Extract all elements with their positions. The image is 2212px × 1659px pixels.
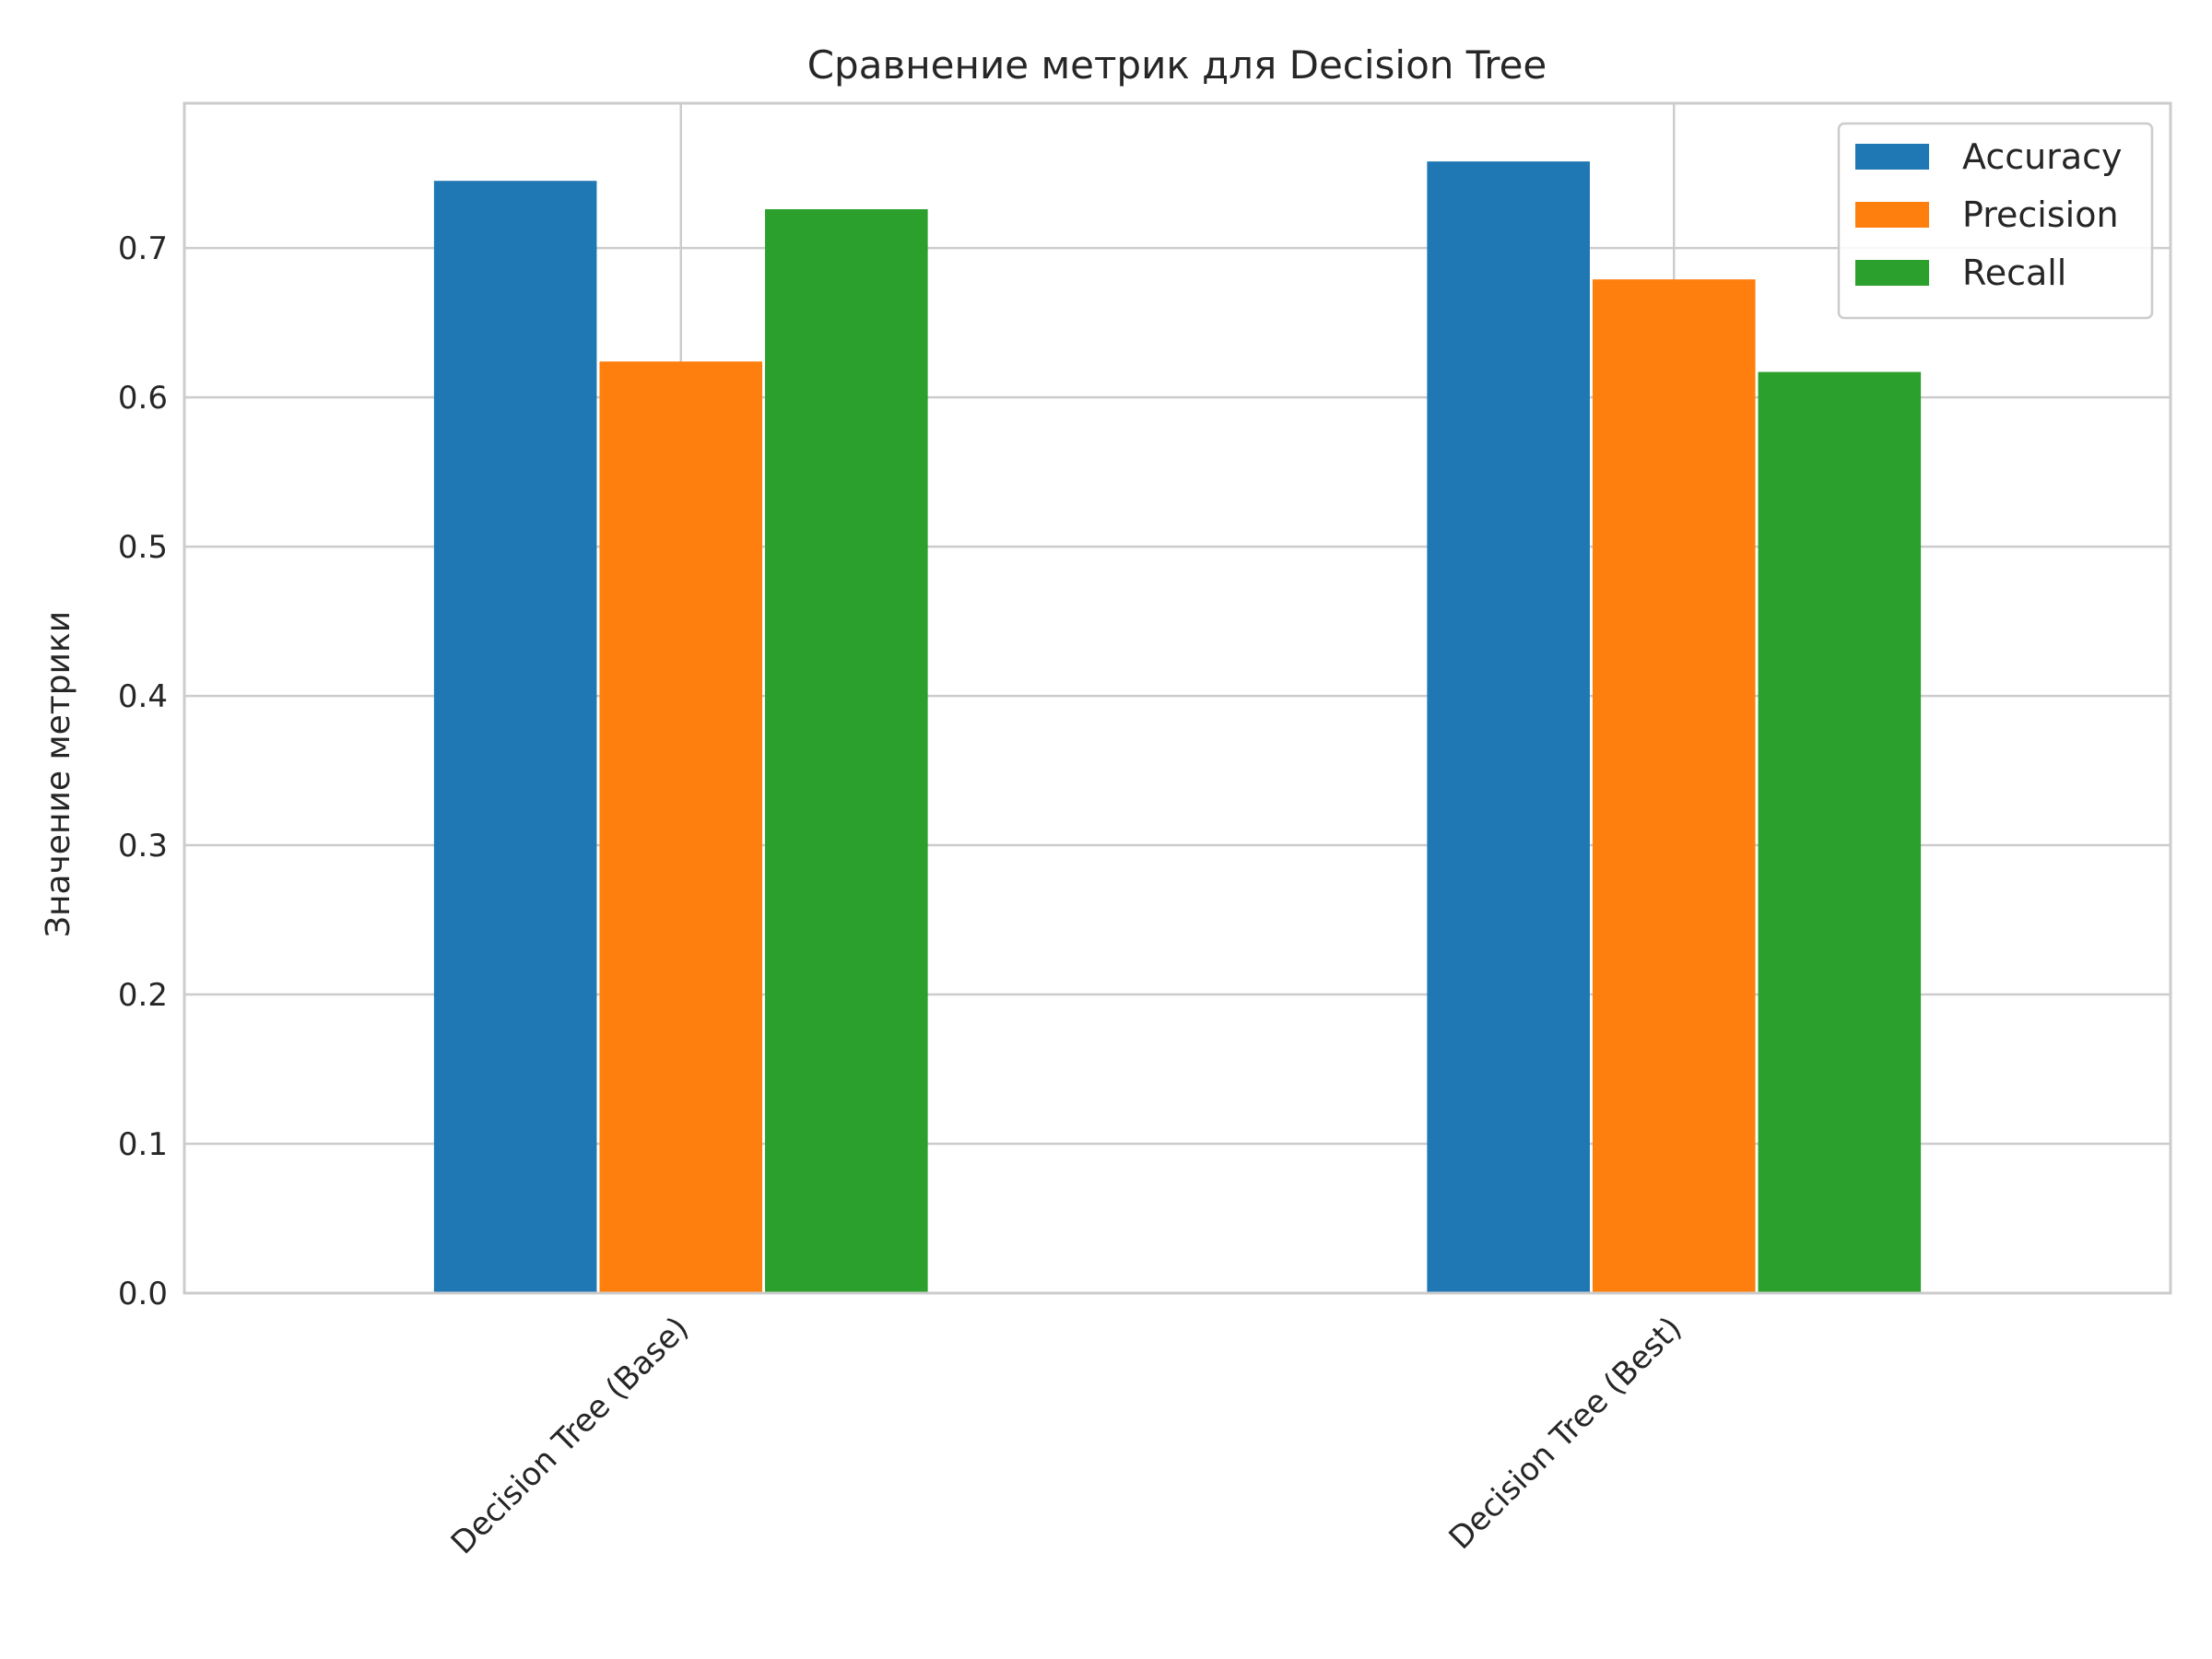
x-tick-label: Decision Tree (Base) bbox=[444, 1310, 696, 1561]
legend-swatch-recall bbox=[1855, 260, 1929, 286]
bar-recall-1 bbox=[1758, 371, 1922, 1294]
bar-accuracy-0 bbox=[433, 181, 597, 1294]
plot-frame bbox=[182, 101, 2172, 1295]
y-tick-label: 0.4 bbox=[118, 678, 168, 715]
y-tick-label: 0.5 bbox=[118, 529, 168, 566]
y-tick-label: 0.1 bbox=[118, 1126, 168, 1163]
y-tick-label: 0.2 bbox=[118, 977, 168, 1014]
legend-label-precision: Precision bbox=[1962, 194, 2119, 235]
legend-label-accuracy: Accuracy bbox=[1962, 136, 2123, 177]
y-tick-label: 0.3 bbox=[118, 828, 168, 865]
y-tick-label: 0.7 bbox=[118, 230, 168, 267]
y-tick-label: 0.6 bbox=[118, 380, 168, 417]
y-tick-labels: 0.0 0.1 0.2 0.3 0.4 0.5 0.6 0.7 bbox=[118, 230, 168, 1312]
bar-accuracy-1 bbox=[1427, 161, 1590, 1294]
legend: Accuracy Precision Recall bbox=[1837, 122, 2154, 320]
y-axis-label: Значение метрики bbox=[40, 611, 77, 937]
bar-recall-0 bbox=[765, 209, 928, 1293]
legend-swatch-precision bbox=[1855, 202, 1929, 228]
bar-precision-0 bbox=[599, 361, 763, 1293]
bars bbox=[433, 161, 1922, 1294]
legend-label-recall: Recall bbox=[1962, 253, 2066, 293]
x-tick-labels: Decision Tree (Base) Decision Tree (Best) bbox=[444, 1310, 1689, 1561]
y-tick-label: 0.0 bbox=[118, 1276, 168, 1312]
legend-swatch-accuracy bbox=[1855, 144, 1929, 170]
bar-precision-1 bbox=[1592, 279, 1756, 1293]
x-tick-label: Decision Tree (Best) bbox=[1442, 1310, 1689, 1557]
chart-title: Сравнение метрик для Decision Tree bbox=[807, 42, 1547, 88]
